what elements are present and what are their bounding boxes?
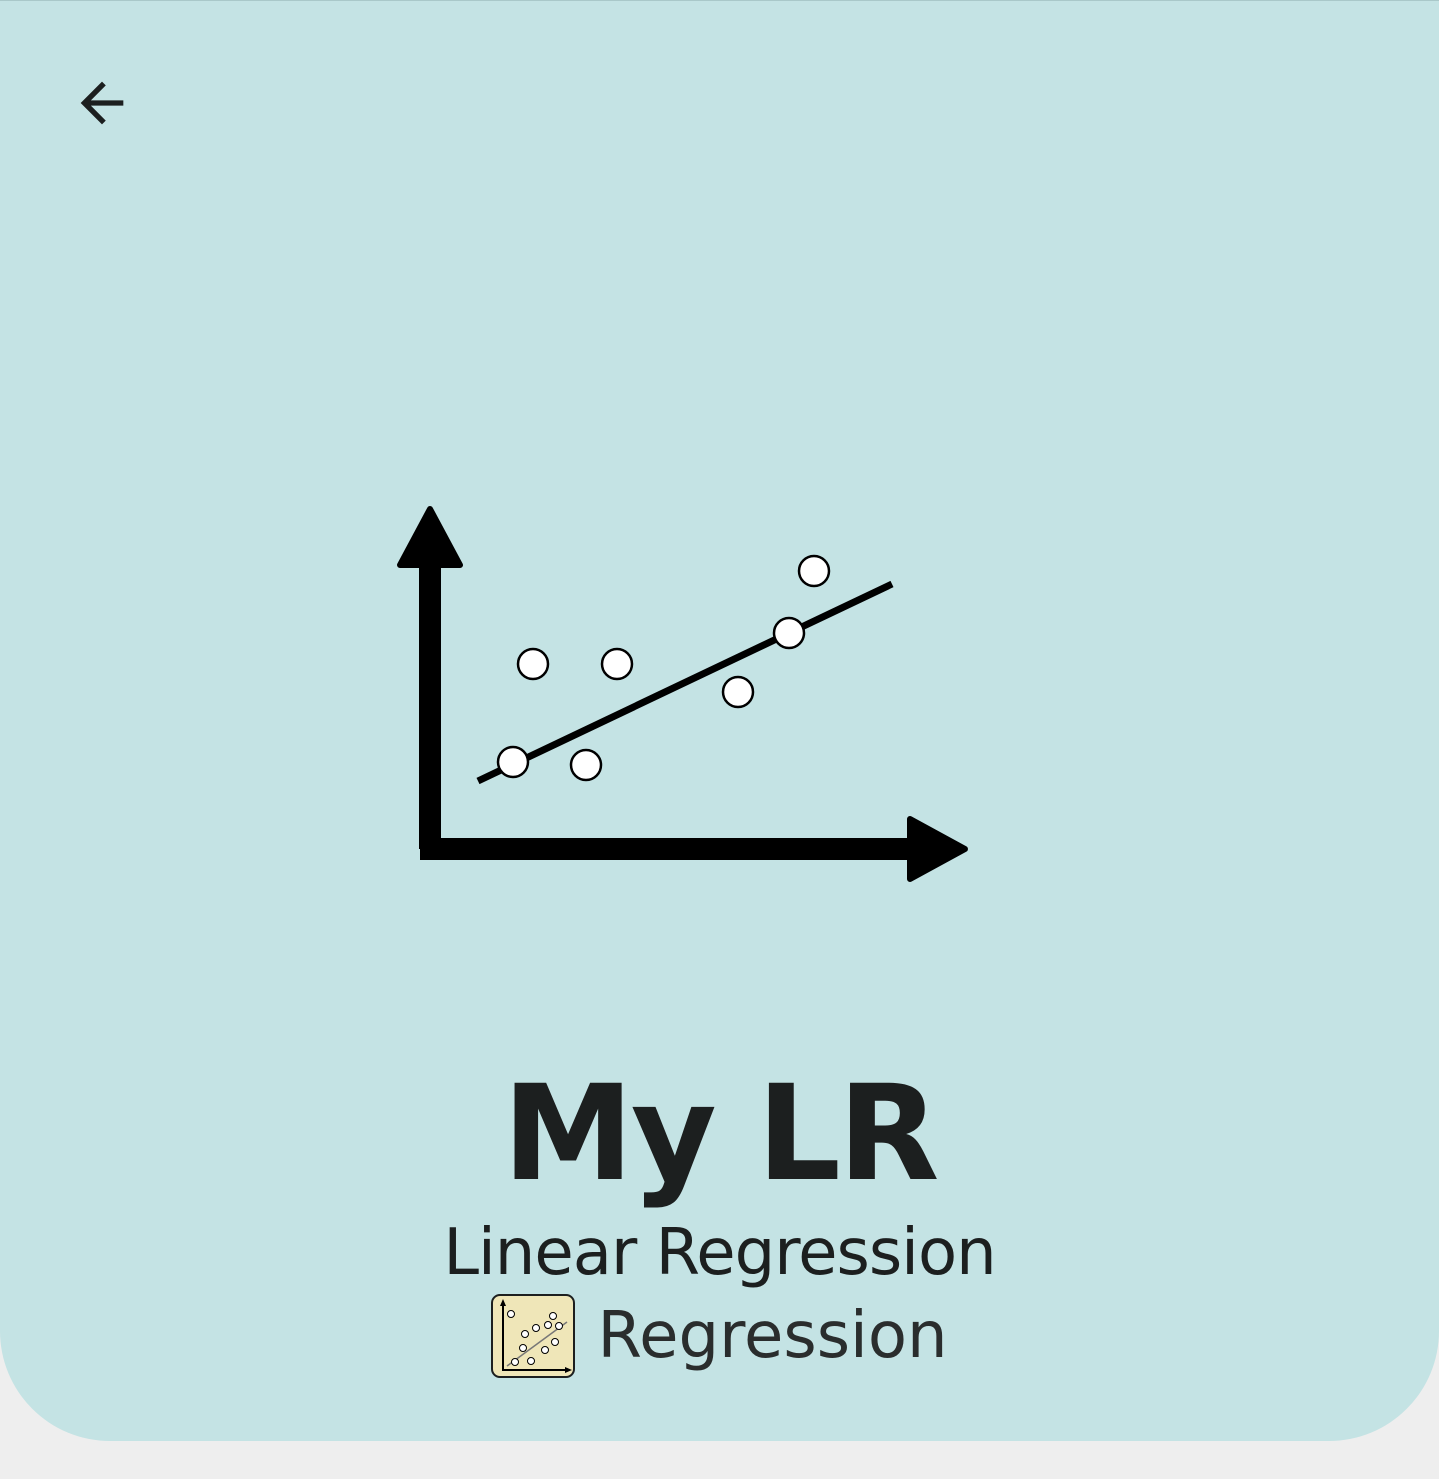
regression-scatter-badge-icon <box>491 1294 576 1378</box>
illustration-point <box>516 647 550 681</box>
illustration-fit-line <box>476 580 894 785</box>
back-button[interactable] <box>52 53 152 153</box>
model-type: Linear Regression <box>443 1216 996 1290</box>
illustration-point <box>600 647 634 681</box>
linear-regression-scatter-icon <box>397 506 968 882</box>
model-category: Regression <box>0 1291 1439 1381</box>
illustration-point <box>772 616 806 650</box>
illustration-point <box>496 745 530 779</box>
illustration-x-arrowhead <box>907 816 968 882</box>
illustration-y-arrowhead <box>397 506 463 568</box>
illustration-point <box>569 748 603 782</box>
model-header-card: My LR Linear Regression <box>0 0 1439 1441</box>
category-label: Regression <box>597 1299 948 1373</box>
model-name: My LR <box>502 1057 939 1211</box>
illustration-point <box>721 675 755 709</box>
illustration-point <box>797 554 831 588</box>
arrow-left-icon <box>80 81 124 125</box>
